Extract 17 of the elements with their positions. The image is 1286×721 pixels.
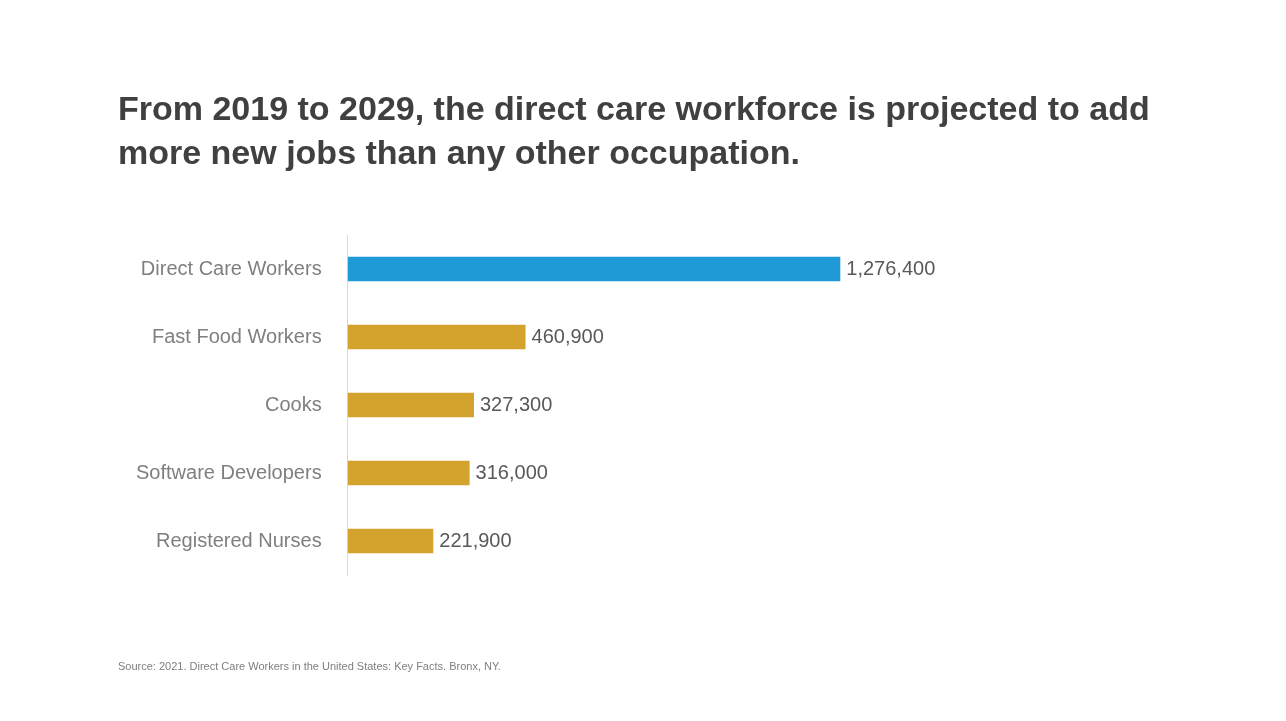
data-label: 1,276,400: [846, 256, 936, 279]
bar: [347, 324, 526, 350]
y-tick-label: Direct Care Workers: [140, 256, 322, 279]
chart-title: From 2019 to 2029, the direct care workforce is projected to add more new jobs than any other occupation.: [118, 88, 1151, 173]
y-tick-label: Registered Nurses: [156, 528, 322, 551]
data-label: 316,000: [475, 460, 548, 483]
y-tick-label: Cooks: [264, 392, 322, 415]
source-note: Source: 2021. Direct Care Workers in the United States: Key Facts. Bronx, NY.: [118, 660, 502, 672]
data-label: 327,300: [479, 392, 553, 415]
y-tick-label: Fast Food Workers: [151, 324, 322, 347]
bar: [347, 392, 474, 418]
data-label: 221,900: [439, 528, 512, 551]
bar: [347, 460, 470, 486]
bar: [347, 528, 434, 554]
data-label: 460,900: [531, 324, 604, 347]
y-tick-label: Software Developers: [135, 460, 322, 483]
bar: [347, 256, 841, 282]
